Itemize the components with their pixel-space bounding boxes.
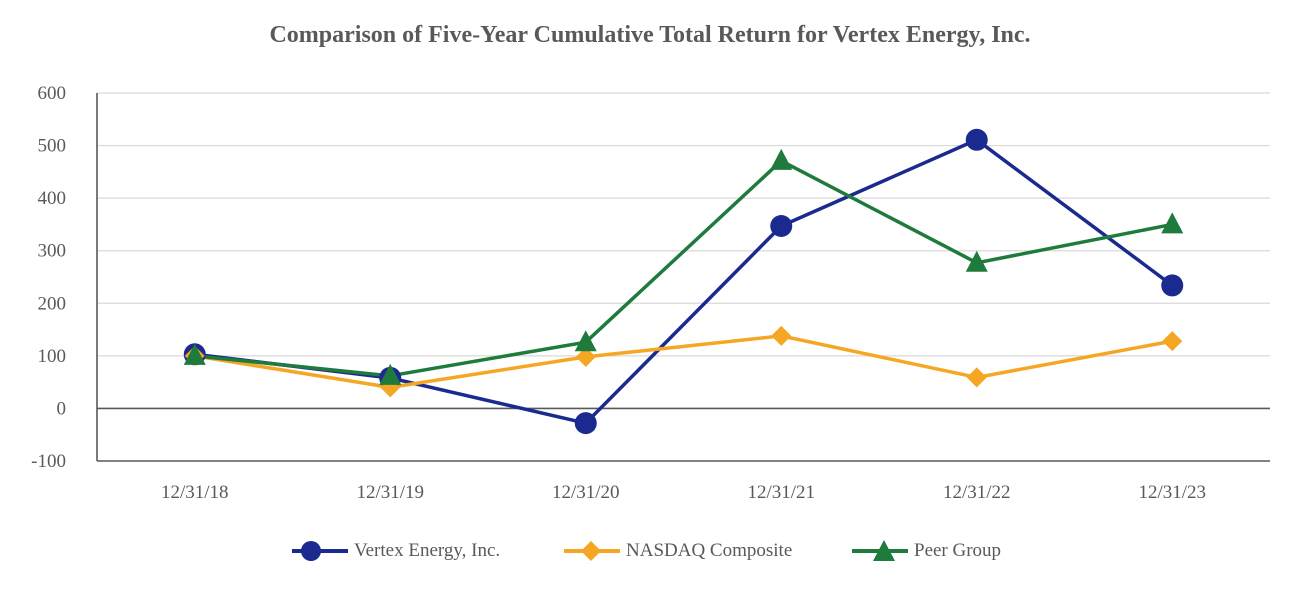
data-point-vertex-energy-inc [1161,274,1184,297]
legend-marker-diamond [581,541,601,561]
legend-swatch-peer [852,540,908,561]
y-tick-label: 200 [38,293,67,314]
x-tick-label: 12/31/21 [747,482,815,503]
x-tick-label: 12/31/18 [161,482,229,503]
data-point-vertex-energy-inc [965,128,988,151]
y-tick-label: 400 [38,188,67,209]
data-point-nasdaq-composite [575,346,596,367]
data-point-peer-group [1161,212,1184,234]
legend-swatch-nasdaq [564,541,620,561]
x-tick-label: 12/31/20 [552,482,620,503]
data-point-peer-group [574,330,597,352]
data-point-nasdaq-composite [1162,331,1183,352]
legend-item-nasdaq: NASDAQ Composite [562,534,792,568]
legend-item-vertex: Vertex Energy, Inc. [290,534,500,568]
y-tick-label: 0 [57,398,67,419]
series-line-nasdaq-composite [194,334,1173,390]
legend: Vertex Energy, Inc. NASDAQ Composite Pee… [0,534,1300,568]
legend-label-nasdaq: NASDAQ Composite [626,540,793,561]
data-point-nasdaq-composite [771,325,792,346]
chart-title: Comparison of Five-Year Cumulative Total… [269,22,1031,48]
data-point-peer-group [183,343,206,365]
y-tick-label: 500 [38,136,67,157]
x-tick-label: 12/31/22 [943,482,1011,503]
x-tick-label: 12/31/23 [1138,482,1206,503]
legend-marker-triangle [873,540,895,561]
legend-marker-circle [301,541,321,561]
data-point-vertex-energy-inc [574,412,597,435]
y-tick-label: 300 [38,241,67,262]
data-point-nasdaq-composite [966,367,987,388]
legend-item-peer: Peer Group [850,534,1001,568]
data-point-peer-group [965,250,988,272]
data-point-vertex-energy-inc [770,215,793,238]
y-tick-label: -100 [31,451,66,472]
x-tick-label: 12/31/19 [356,482,424,503]
data-point-peer-group [379,363,402,385]
y-tick-label: 100 [38,346,67,367]
legend-label-peer: Peer Group [914,540,1002,561]
series-line-peer-group [194,159,1173,378]
legend-swatch-vertex [292,541,348,561]
y-tick-label: 600 [38,83,67,104]
data-point-peer-group [770,148,793,170]
legend-label-vertex: Vertex Energy, Inc. [354,540,501,561]
